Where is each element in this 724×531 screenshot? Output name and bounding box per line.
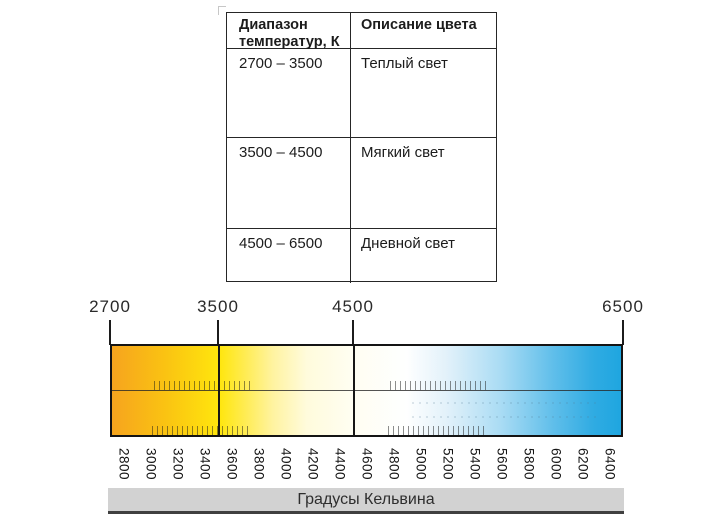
bar-divider-4500 [353,346,355,435]
range-cell-soft: 3500 – 4500 [227,138,351,229]
axis-tick-label: 5000 [413,447,428,481]
bar-midline [112,390,621,391]
axis-tick-label: 5400 [467,447,482,481]
axis-title: Градусы Кельвина [297,490,435,508]
scale-major-tick [217,320,219,345]
scale-major-label-4500: 4500 [332,297,374,316]
texture-ticks [154,381,250,390]
texture-ticks [390,381,486,390]
axis-tick-label: 5200 [440,447,455,481]
axis-tick-label: 6000 [548,447,563,481]
axis-tick-label: 4400 [332,447,347,481]
axis-tick-label: 5600 [494,447,509,481]
scale-major-tick [109,320,111,345]
axis-tick-label: 6400 [602,447,617,481]
axis-tick-label: 4600 [359,447,374,481]
axis-tick-label: 6200 [575,447,590,481]
axis-tick-label: 4800 [386,447,401,481]
corner-artifact-mark [218,6,226,15]
scale-major-tick [622,320,624,345]
scale-major-tick [352,320,354,345]
scale-major-label-6500: 6500 [602,297,644,316]
axis-tick-label: 3600 [224,447,239,481]
axis-tick-label: 3000 [143,447,158,481]
axis-tick-label: 3400 [197,447,212,481]
temperature-table: Диапазон температур, К Описание цвета 27… [226,12,497,283]
axis-tick-label: 4000 [278,447,293,481]
kelvin-axis-title-bar: Градусы Кельвина [108,488,624,514]
description-cell-soft: Мягкий свет [351,138,496,229]
axis-tick-label: 3800 [251,447,266,481]
axis-tick-label: 4200 [305,447,320,481]
axis-tick-label: 2800 [116,447,131,481]
bar-divider-3500 [218,346,220,435]
range-cell-daylight: 4500 – 6500 [227,229,351,283]
axis-tick-label: 5800 [521,447,536,481]
range-cell-warm: 2700 – 3500 [227,49,351,138]
texture-dots [412,402,601,404]
table-header-description: Описание цвета [351,13,496,49]
gradient-bar [110,344,623,437]
description-cell-daylight: Дневной свет [361,235,455,252]
description-cell-warm: Теплый свет [351,49,496,138]
scale-major-label-3500: 3500 [197,297,239,316]
table-header-range: Диапазон температур, К [227,13,351,50]
texture-ticks [388,426,484,435]
texture-ticks [152,426,248,435]
scale-major-label-2700: 2700 [89,297,131,316]
texture-dots [412,416,601,418]
axis-tick-label: 3200 [170,447,185,481]
